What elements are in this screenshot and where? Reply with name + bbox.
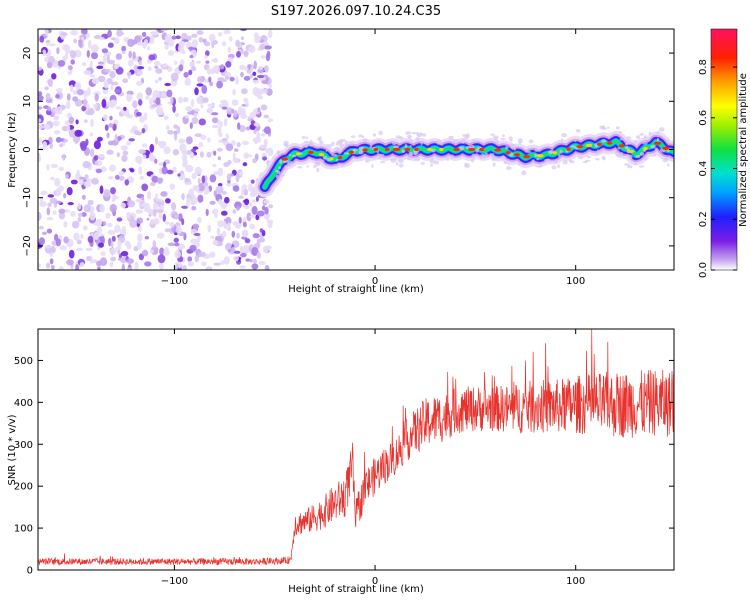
y-tick-label: 500 — [14, 356, 33, 367]
colorbar-ticks: 0.0 0.2 0.4 0.6 0.8 — [698, 59, 737, 278]
snr-axes: −100 0 100 0 100 200 300 400 500 — [14, 329, 674, 587]
y-tick-label: 400 — [14, 398, 33, 409]
colorbar-gradient — [710, 28, 738, 271]
snr-series-line — [38, 329, 674, 566]
spectrogram-plot-area — [38, 29, 674, 270]
y-tick-label: 20 — [22, 47, 33, 60]
x-tick-label: 0 — [372, 276, 378, 287]
colorbar: 0.0 0.2 0.4 0.6 0.8 Normalized spectral ampl… — [698, 28, 749, 278]
colorbar-tick-label: 0.4 — [698, 161, 709, 177]
x-tick-label: 100 — [566, 576, 585, 587]
x-tick-label: −100 — [161, 576, 188, 587]
x-tick-label: −100 — [161, 276, 188, 287]
y-tick-label: −10 — [22, 187, 33, 208]
snr-panel: −100 0 100 0 100 200 300 400 500 Height of strai… — [7, 328, 675, 595]
colorbar-tick-label: 0.0 — [698, 262, 709, 278]
chart-title: S197.2026.097.10.24.C35 — [271, 4, 441, 19]
y-tick-label: 200 — [14, 482, 33, 493]
y-tick-label: 0 — [27, 566, 33, 577]
x-tick-label: 100 — [566, 276, 585, 287]
noise-speckle — [38, 29, 274, 270]
colorbar-tick-label: 0.8 — [698, 59, 709, 75]
snr-y-label: SNR (10 * v/v) — [7, 414, 18, 485]
y-tick-label: 10 — [22, 95, 33, 108]
y-tick-label: 100 — [14, 524, 33, 535]
colorbar-tick-label: 0.2 — [698, 211, 709, 227]
colorbar-tick-label: 0.6 — [698, 110, 709, 126]
y-tick-label: −20 — [22, 235, 33, 256]
snr-plot-area — [38, 329, 674, 566]
snr-x-label: Height of straight line (km) — [288, 584, 424, 595]
y-tick-label: 0 — [22, 146, 33, 152]
spectrogram-x-label: Height of straight line (km) — [288, 284, 424, 295]
spectral-ridge — [254, 125, 674, 198]
snr-frame — [37, 328, 675, 571]
colorbar-label: Normalized spectral amplitude — [738, 73, 749, 227]
spectrogram-y-label: Frequency (Hz) — [7, 112, 18, 188]
y-tick-label: 300 — [14, 440, 33, 451]
x-tick-label: 0 — [372, 576, 378, 587]
